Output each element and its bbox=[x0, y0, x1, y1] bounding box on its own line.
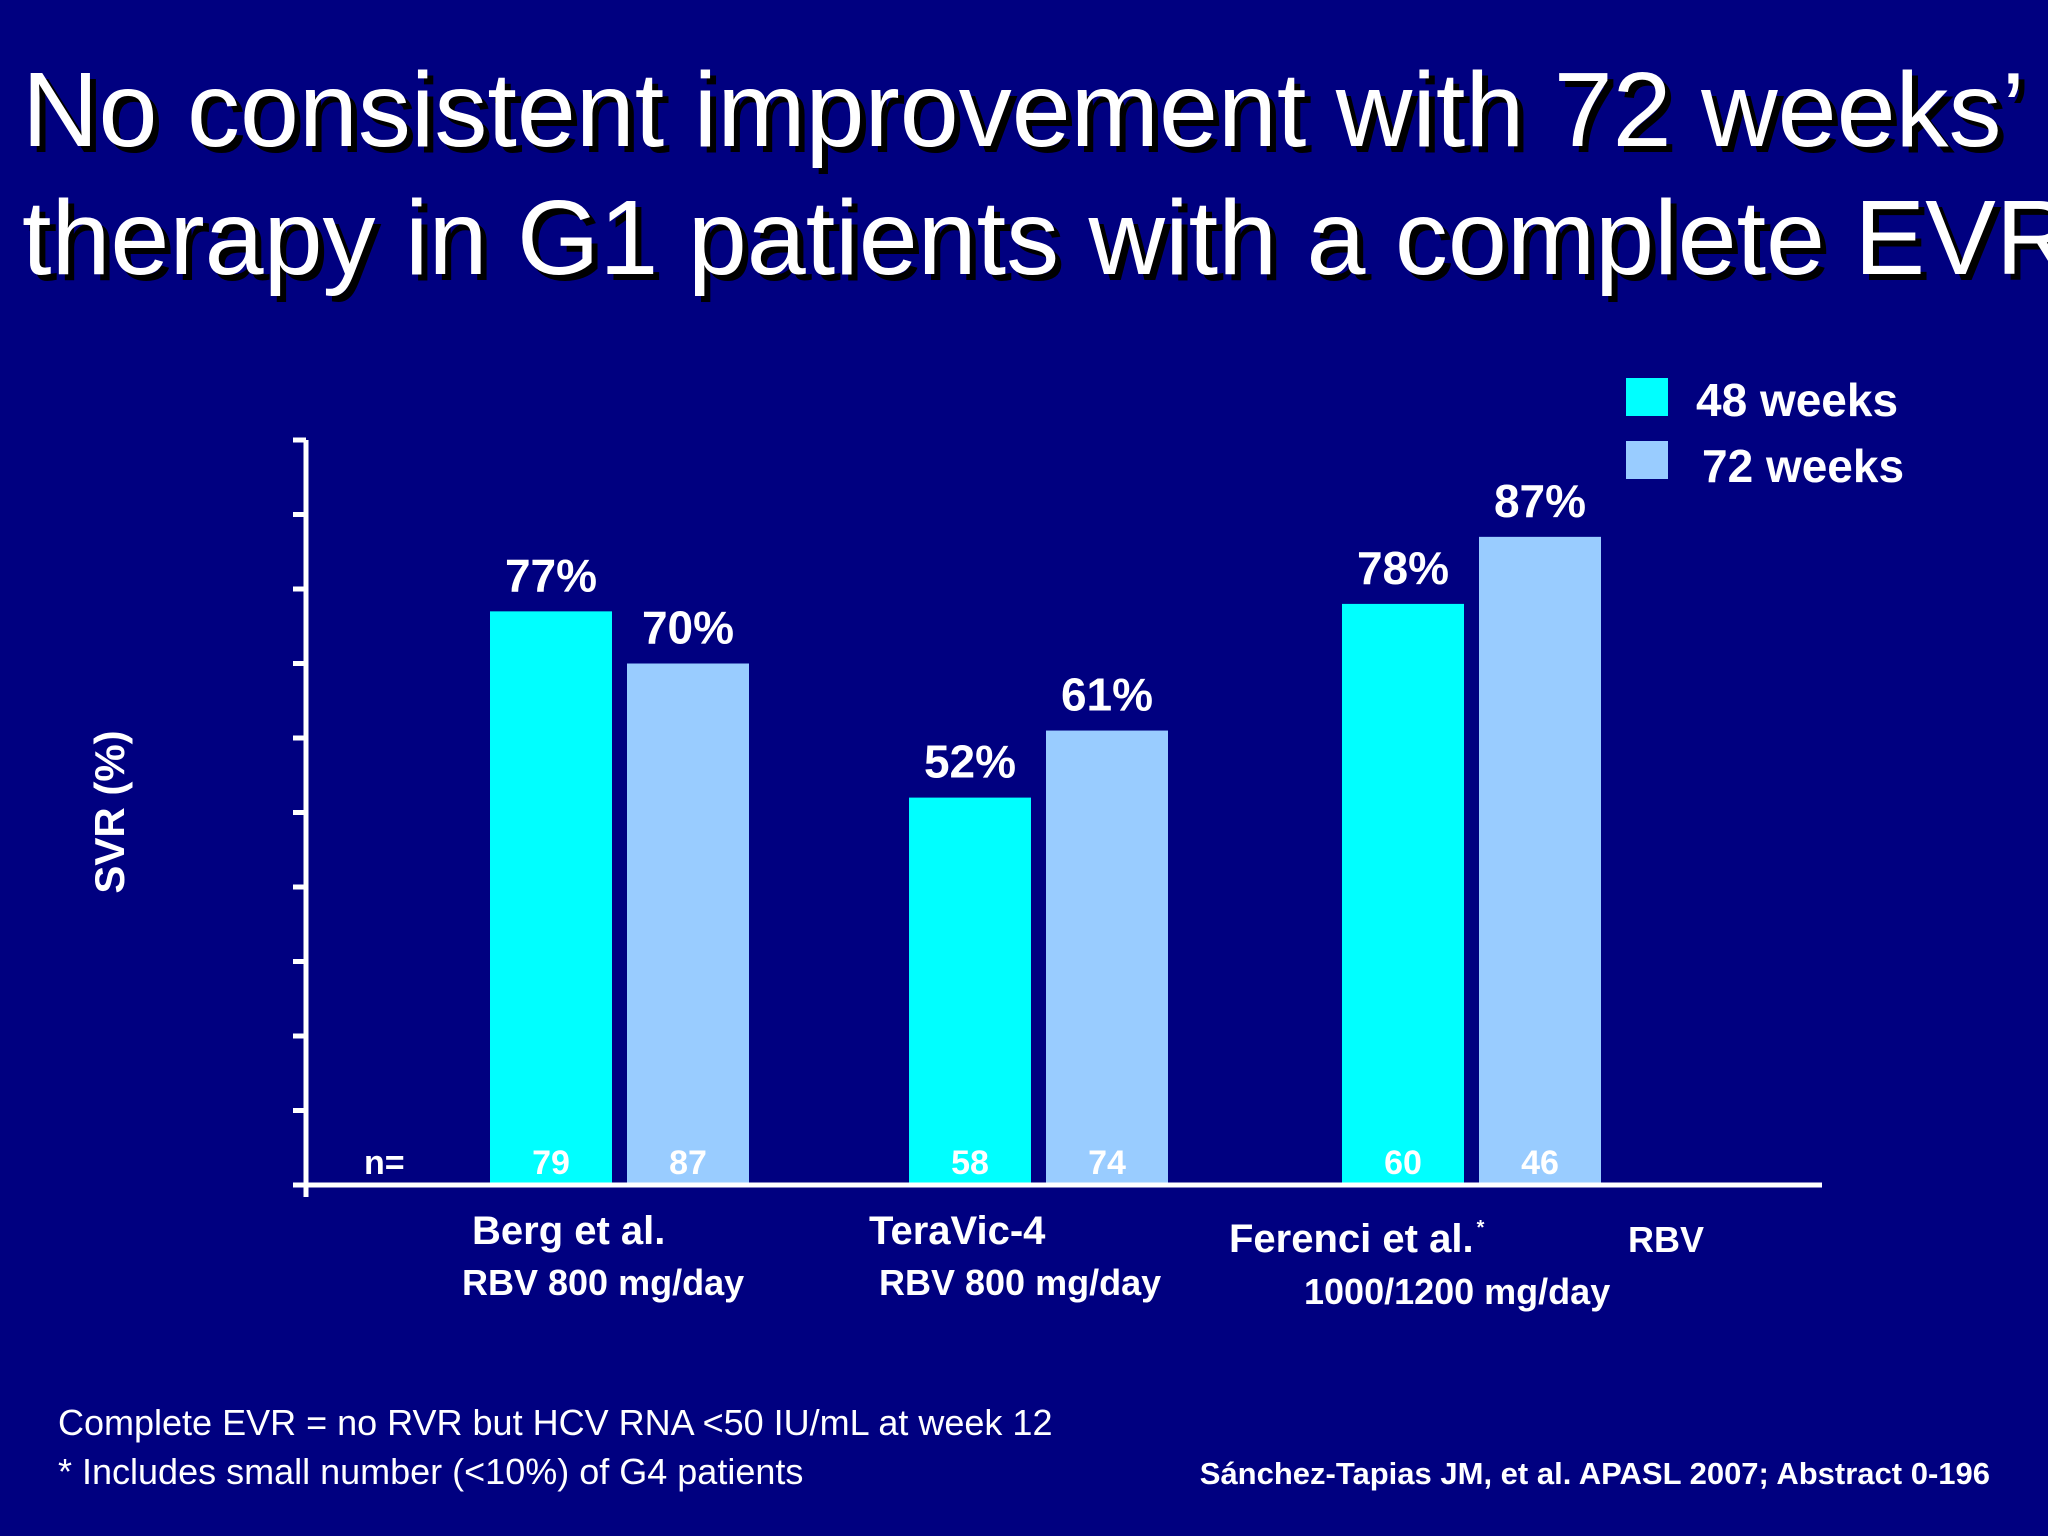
legend-label: 48 weeks bbox=[1696, 374, 1898, 426]
bar-n-label: 46 bbox=[1521, 1144, 1559, 1182]
bar-n-label: 79 bbox=[532, 1144, 570, 1182]
slide-title-line2: therapy in G1 patients with a complete E… bbox=[22, 179, 2048, 297]
bar-48-weeks bbox=[1342, 603, 1464, 1185]
category-footnote-marker: * bbox=[1477, 1217, 1485, 1239]
bar-n-label: 87 bbox=[669, 1144, 707, 1182]
bar-n-label: 58 bbox=[951, 1144, 989, 1182]
category-label: Ferenci et al. bbox=[1229, 1217, 1474, 1261]
bar-72-weeks bbox=[1046, 730, 1168, 1185]
bar-value-label: 70% bbox=[642, 602, 734, 654]
bar-48-weeks bbox=[490, 611, 612, 1185]
y-axis-label: SVR (%) bbox=[86, 730, 133, 893]
legend-swatch bbox=[1626, 378, 1668, 416]
footnote-g4-patients: * Includes small number (<10%) of G4 pat… bbox=[58, 1451, 804, 1492]
bar-n-label: 74 bbox=[1088, 1144, 1126, 1182]
footnote-evr-definition: Complete EVR = no RVR but HCV RNA <50 IU… bbox=[58, 1402, 1053, 1443]
category-sublabel: 1000/1200 mg/day bbox=[1304, 1271, 1610, 1312]
category-label: TeraVic-4 bbox=[869, 1209, 1046, 1253]
category-sublabel: RBV 800 mg/day bbox=[879, 1262, 1161, 1303]
bar-value-label: 87% bbox=[1494, 475, 1586, 527]
bar-48-weeks bbox=[909, 797, 1031, 1185]
category-label-extra: RBV bbox=[1628, 1219, 1704, 1260]
bar-72-weeks bbox=[627, 663, 749, 1185]
slide-title: No consistent improvement with 72 weeks’… bbox=[22, 46, 2048, 302]
bar-value-label: 61% bbox=[1061, 669, 1153, 721]
bar-72-weeks bbox=[1479, 536, 1601, 1185]
legend-swatch bbox=[1626, 441, 1668, 479]
bar-value-label: 78% bbox=[1357, 542, 1449, 594]
bar-n-label: 60 bbox=[1384, 1144, 1422, 1182]
category-label: Berg et al. bbox=[472, 1209, 665, 1253]
citation: Sánchez-Tapias JM, et al. APASL 2007; Ab… bbox=[1199, 1456, 1990, 1491]
category-sublabel: RBV 800 mg/day bbox=[462, 1262, 744, 1303]
bar-chart: SVR (%) 77% 79 52% 58 78% 60 70% 87 61% 74 87% 46 n= B… bbox=[86, 374, 1904, 1312]
slide-title-line1: No consistent improvement with 72 weeks’ bbox=[22, 51, 2026, 169]
bar-value-label: 77% bbox=[505, 549, 597, 601]
bar-value-label: 52% bbox=[924, 736, 1016, 788]
legend-label: 72 weeks bbox=[1702, 440, 1904, 492]
n-label: n= bbox=[364, 1144, 405, 1182]
